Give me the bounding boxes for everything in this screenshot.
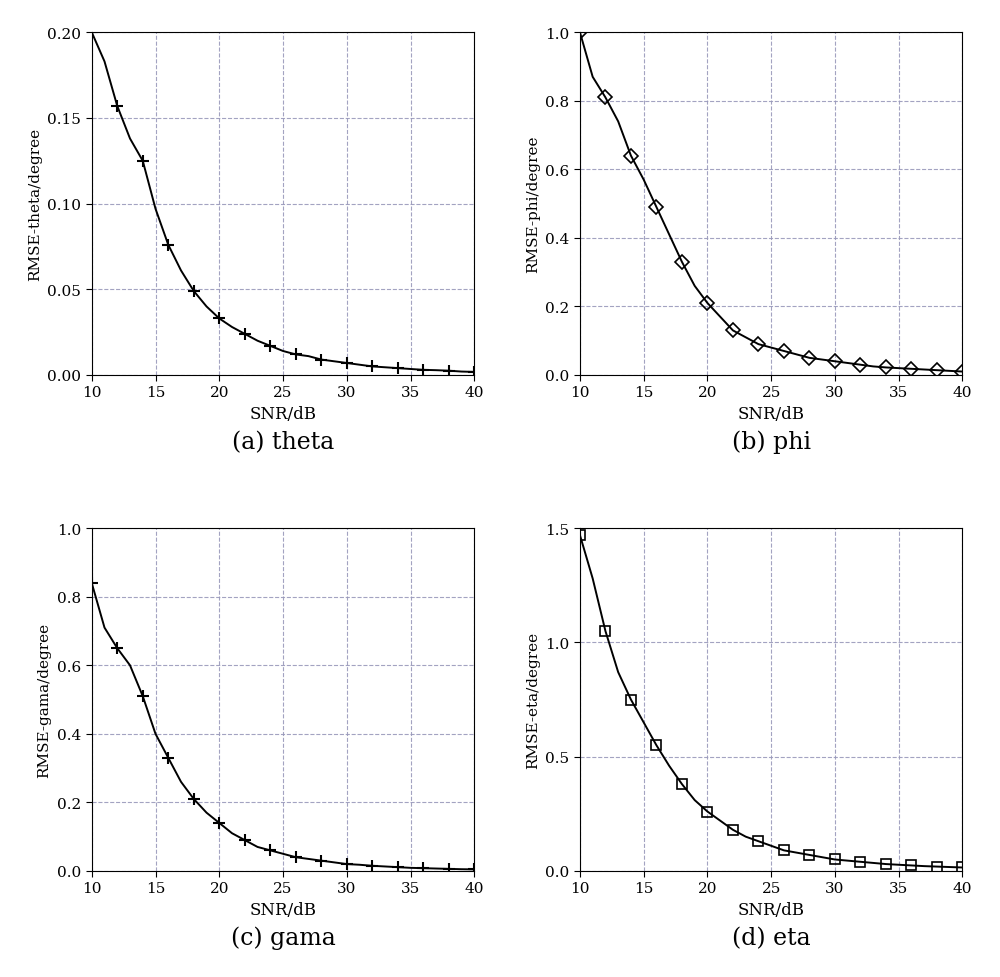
Text: (d) eta: (d) eta bbox=[732, 926, 811, 949]
Y-axis label: RMSE-phi/degree: RMSE-phi/degree bbox=[526, 136, 540, 274]
X-axis label: SNR/dB: SNR/dB bbox=[738, 405, 805, 422]
Y-axis label: RMSE-gama/degree: RMSE-gama/degree bbox=[38, 622, 52, 778]
Y-axis label: RMSE-theta/degree: RMSE-theta/degree bbox=[28, 128, 42, 281]
X-axis label: SNR/dB: SNR/dB bbox=[250, 405, 317, 422]
X-axis label: SNR/dB: SNR/dB bbox=[738, 901, 805, 918]
Text: (c) gama: (c) gama bbox=[231, 926, 335, 950]
Text: (b) phi: (b) phi bbox=[732, 431, 811, 454]
Text: (a) theta: (a) theta bbox=[232, 431, 334, 453]
X-axis label: SNR/dB: SNR/dB bbox=[250, 901, 317, 918]
Y-axis label: RMSE-eta/degree: RMSE-eta/degree bbox=[526, 631, 540, 768]
